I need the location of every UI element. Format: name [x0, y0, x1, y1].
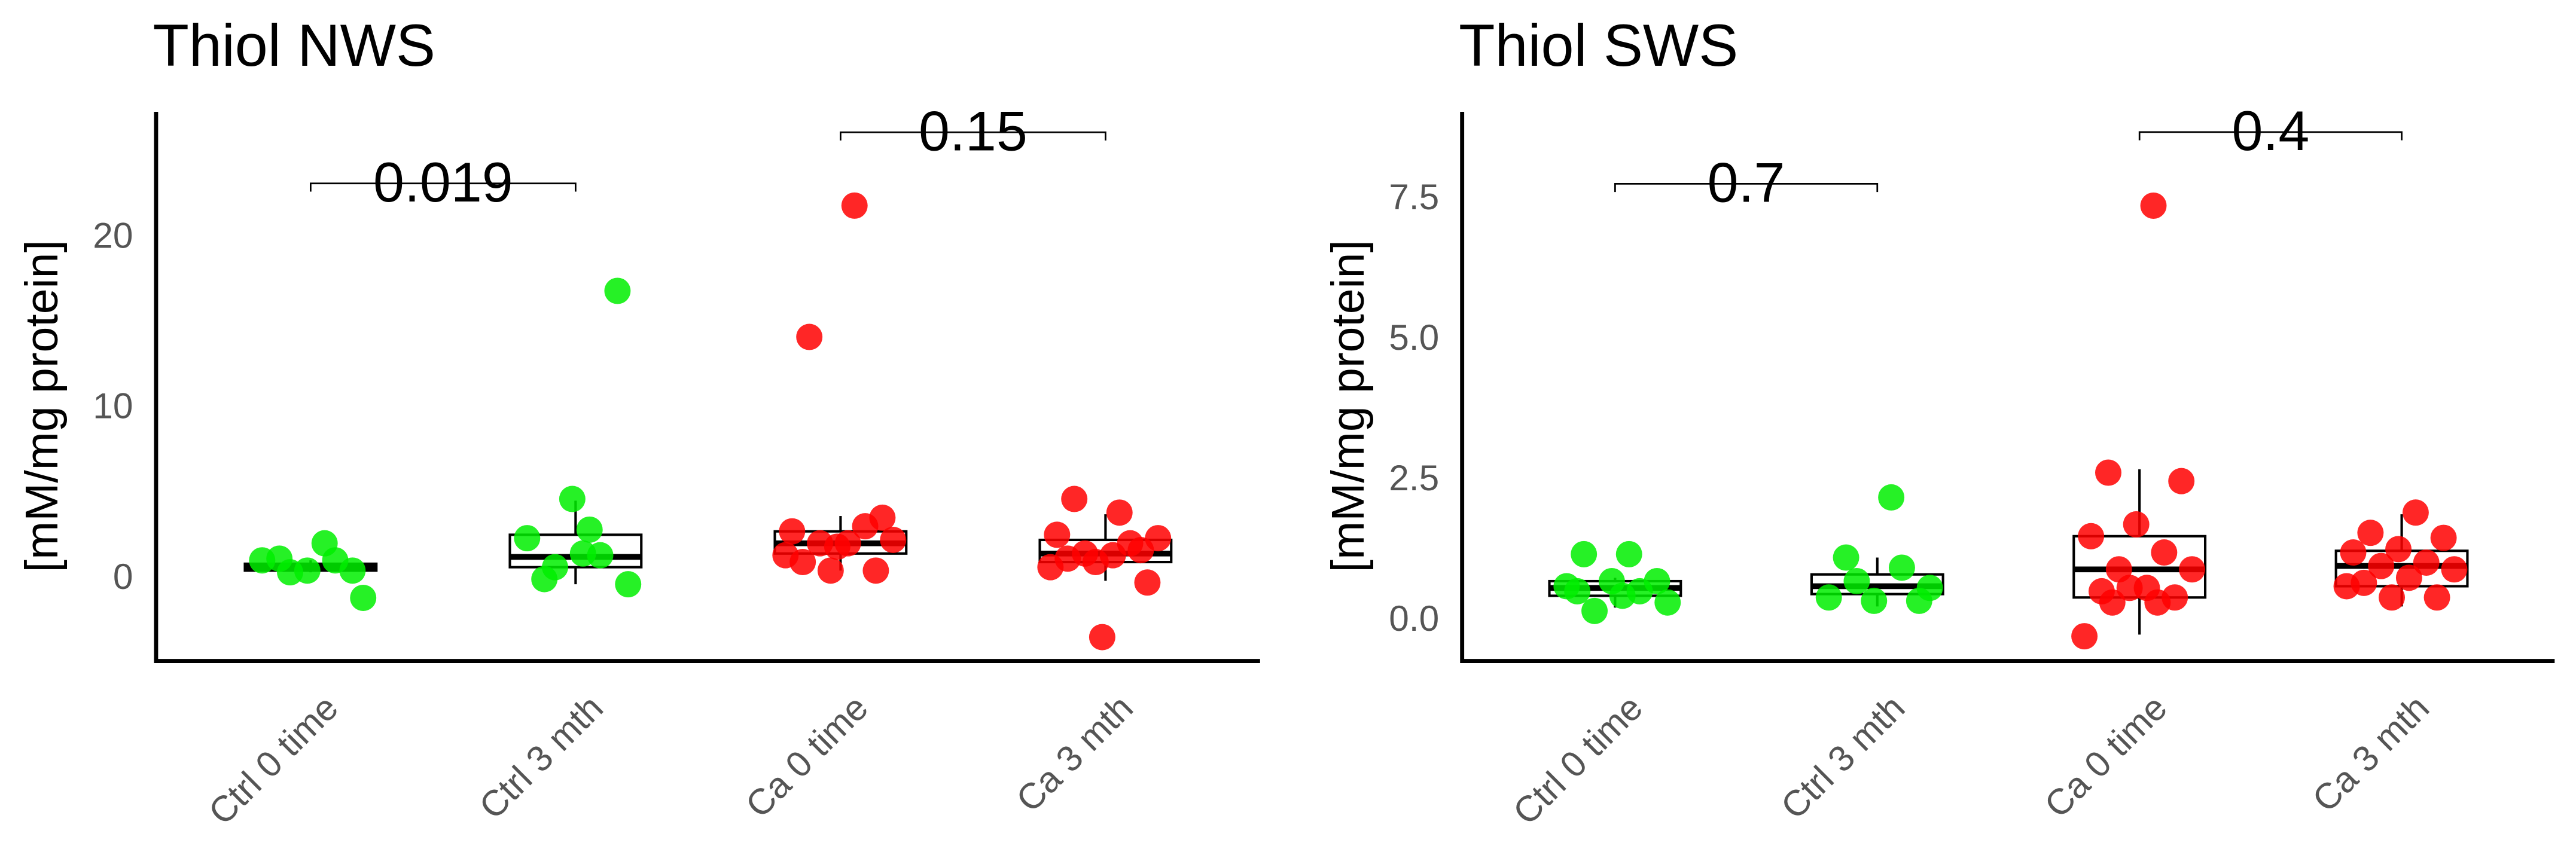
y-tick-label: 0	[113, 556, 133, 597]
y-tick-label: 10	[93, 386, 133, 426]
data-point	[1843, 568, 1870, 595]
data-point	[2078, 523, 2105, 549]
y-tick-label: 0.0	[1389, 598, 1439, 639]
y-tick-label: 5.0	[1389, 317, 1439, 358]
data-point	[1127, 537, 1154, 564]
p-value-label: 0.7	[1708, 151, 1785, 214]
data-point	[2140, 193, 2167, 219]
data-point	[542, 554, 568, 581]
data-point	[1861, 587, 1888, 614]
data-point	[1044, 521, 1071, 548]
data-point	[1089, 624, 1115, 651]
data-point	[2179, 556, 2206, 583]
y-axis-title: [mM/mg protein]	[16, 240, 68, 572]
data-point	[576, 516, 603, 543]
x-tick-label: Ctrl 3 mth	[1773, 687, 1912, 826]
data-point	[1916, 575, 1943, 601]
y-tick-label: 7.5	[1389, 176, 1439, 217]
data-point	[559, 485, 586, 512]
x-tick-label: Ca 3 mth	[1008, 687, 1141, 820]
data-point	[2402, 499, 2429, 526]
data-point	[2368, 552, 2395, 579]
data-point	[514, 525, 541, 552]
significance-bracket	[840, 131, 1106, 141]
data-point	[2333, 573, 2360, 600]
x-tick-label: Ca 0 time	[2037, 687, 2175, 825]
data-point	[2430, 524, 2457, 551]
data-point	[322, 547, 349, 574]
significance-bracket	[1614, 182, 1879, 193]
x-tick-label: Ca 3 mth	[2304, 687, 2437, 820]
data-point	[2095, 459, 2121, 486]
data-point	[604, 277, 631, 304]
y-tick-label: 20	[93, 215, 133, 255]
data-point	[880, 526, 907, 553]
p-value-label: 0.019	[373, 151, 513, 213]
y-tick-label: 2.5	[1389, 457, 1439, 498]
significance-bracket	[2138, 131, 2403, 141]
significance-bracket	[309, 182, 577, 192]
data-point	[1082, 549, 1109, 576]
data-point	[2385, 536, 2412, 563]
x-tick-label: Ctrl 0 time	[200, 687, 346, 832]
data-point	[834, 530, 861, 557]
data-point	[2441, 556, 2468, 583]
data-point	[2379, 584, 2406, 611]
chart-title: Thiol NWS	[153, 12, 435, 78]
data-point	[1615, 541, 1642, 567]
y-axis-title: [mM/mg protein]	[1322, 240, 1374, 572]
x-tick-label: Ctrl 0 time	[1505, 687, 1650, 832]
data-point	[2423, 584, 2450, 611]
data-point	[2340, 539, 2367, 566]
data-point	[2071, 623, 2098, 650]
x-tick-label: Ctrl 3 mth	[471, 687, 611, 826]
data-point	[615, 571, 642, 598]
x-tick-label: Ca 0 time	[737, 687, 876, 825]
p-value-label: 0.15	[919, 99, 1028, 162]
data-point	[1888, 554, 1915, 581]
data-point	[1106, 499, 1133, 526]
data-point	[249, 547, 276, 574]
axes	[154, 112, 1260, 663]
data-point	[772, 542, 799, 569]
p-value-label: 0.4	[2231, 99, 2309, 162]
data-point	[841, 192, 868, 219]
data-point	[1571, 541, 1598, 567]
data-point	[2099, 589, 2126, 616]
data-point	[1878, 484, 1905, 511]
axes	[1460, 112, 2555, 663]
data-point	[2395, 564, 2422, 591]
data-point	[807, 530, 833, 557]
data-point	[2168, 468, 2195, 494]
data-point	[1581, 597, 1608, 624]
data-point	[779, 518, 806, 545]
data-point	[2413, 549, 2440, 576]
data-point	[1833, 544, 1859, 571]
data-point	[862, 557, 889, 584]
data-point	[817, 557, 844, 584]
data-point	[1654, 589, 1681, 616]
chart-title: Thiol SWS	[1459, 12, 1738, 78]
data-point	[852, 513, 879, 540]
data-point	[1609, 582, 1636, 609]
data-point	[350, 584, 377, 611]
data-point	[1815, 584, 1842, 611]
data-point	[2123, 511, 2150, 538]
data-point	[1037, 554, 1064, 581]
data-point	[2151, 539, 2178, 566]
data-point	[1564, 578, 1591, 604]
data-point	[2116, 575, 2143, 601]
data-point	[2357, 520, 2384, 546]
data-point	[1134, 569, 1161, 596]
data-point	[2144, 589, 2171, 616]
data-point	[569, 540, 596, 567]
data-point	[796, 323, 823, 350]
data-point	[277, 559, 303, 586]
data-point	[1061, 485, 1088, 512]
